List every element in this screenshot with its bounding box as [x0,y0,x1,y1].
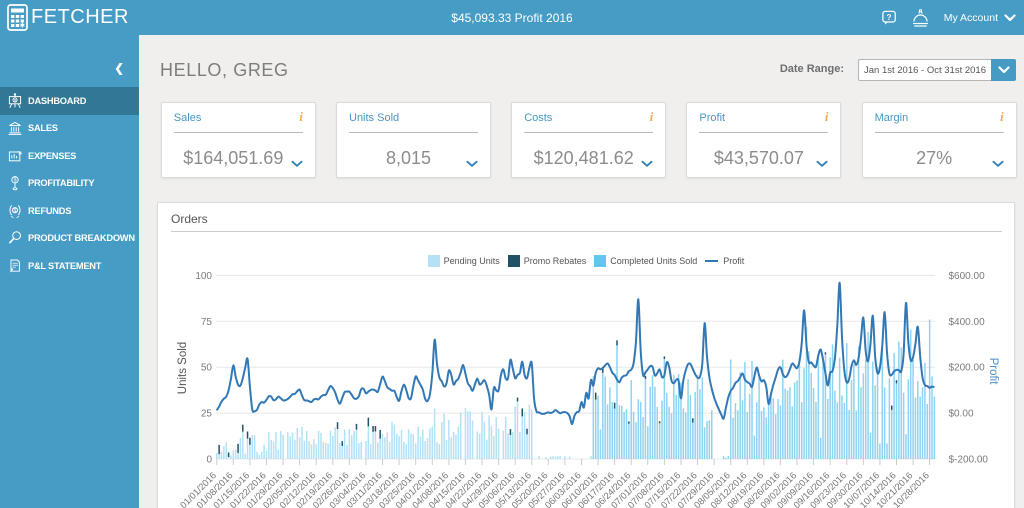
svg-text:$400.00: $400.00 [949,317,986,328]
svg-text:$0.00: $0.00 [949,409,974,420]
svg-text:Units Sold: Units Sold [177,342,189,394]
svg-text:Profit: Profit [987,358,999,386]
svg-text:100: 100 [195,271,212,282]
svg-text:75: 75 [201,317,213,328]
svg-text:$200.00: $200.00 [949,363,986,374]
svg-text:$600.00: $600.00 [949,271,986,282]
svg-text:0: 0 [206,455,212,466]
svg-text:✱: ✱ [20,22,26,30]
svg-text:$: $ [14,208,17,214]
svg-text:?: ? [886,12,891,21]
svg-text:$: $ [14,98,17,103]
svg-text:$-200.00: $-200.00 [949,455,989,466]
svg-text:50: 50 [201,363,213,374]
svg-text:25: 25 [201,409,213,420]
svg-text:$: $ [13,178,17,184]
